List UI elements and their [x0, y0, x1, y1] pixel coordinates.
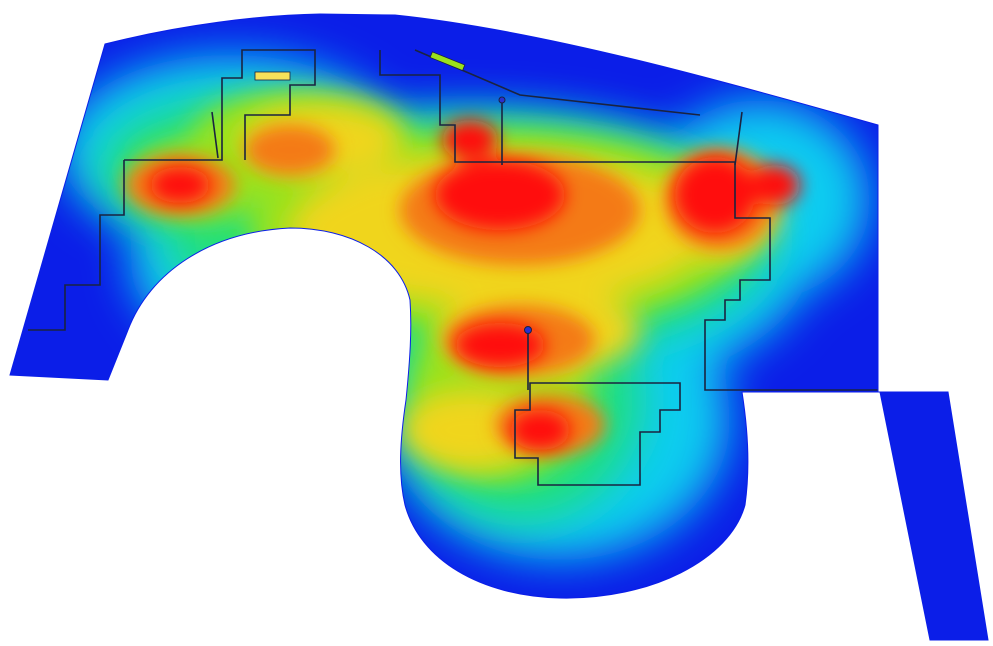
- hotspot-upper-middle: [442, 120, 498, 160]
- wall-left-step: [28, 160, 125, 331]
- device-strip-north: [254, 71, 291, 81]
- hotspot-south-room: [510, 410, 570, 450]
- wall-south-room: [514, 382, 681, 486]
- floor-outline: [9, 13, 989, 641]
- sensor-marker-center: [524, 326, 532, 334]
- device-strip-diagonal: [429, 51, 466, 72]
- sensor-marker-north: [498, 96, 506, 104]
- wall-upper-left: [124, 49, 316, 161]
- markers: [254, 51, 532, 334]
- walls: [28, 49, 878, 486]
- wall-partition-3: [211, 111, 219, 159]
- hotspot-north-east: [675, 157, 755, 233]
- heat-layers: [60, 55, 870, 560]
- wall-north-room: [379, 50, 735, 163]
- hotspot-left-room: [150, 167, 210, 203]
- hotspot-lower-middle: [455, 323, 545, 367]
- hotspot-north-center: [435, 160, 565, 230]
- wall-partition-2: [734, 111, 743, 166]
- wall-east-step: [704, 162, 878, 391]
